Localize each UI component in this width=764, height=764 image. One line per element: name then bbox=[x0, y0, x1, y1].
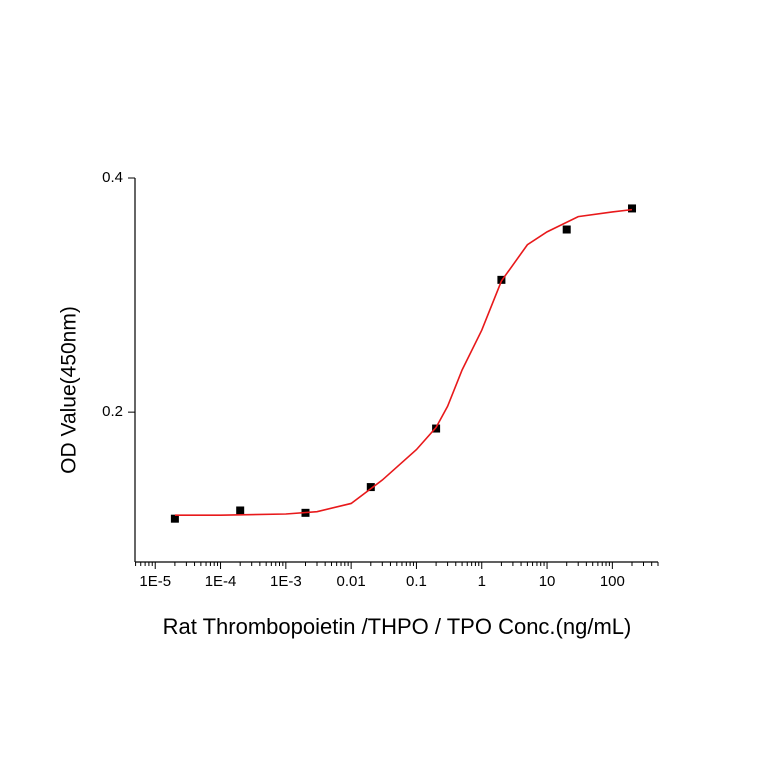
x-tick-label: 100 bbox=[600, 573, 625, 590]
fit-curve bbox=[174, 208, 633, 516]
x-tick-label: 0.1 bbox=[406, 573, 427, 590]
x-tick-label: 1E-3 bbox=[270, 573, 302, 590]
data-point bbox=[366, 483, 375, 492]
x-tick-label: 1E-4 bbox=[205, 573, 237, 590]
data-point bbox=[170, 514, 179, 523]
data-point bbox=[628, 204, 637, 213]
x-tick-label: 1E-5 bbox=[139, 573, 171, 590]
data-point bbox=[562, 225, 571, 234]
data-point bbox=[236, 506, 245, 515]
x-tick-label: 10 bbox=[539, 573, 556, 590]
x-tick-label: 0.01 bbox=[337, 573, 366, 590]
x-axis-label: Rat Thrombopoietin /THPO / TPO Conc.(ng/… bbox=[163, 614, 632, 639]
x-tick-label: 1 bbox=[478, 573, 486, 590]
y-tick-label: 0.4 bbox=[102, 169, 123, 186]
y-axis-label: OD Value(450nm) bbox=[58, 306, 81, 474]
y-tick-label: 0.2 bbox=[102, 403, 123, 420]
